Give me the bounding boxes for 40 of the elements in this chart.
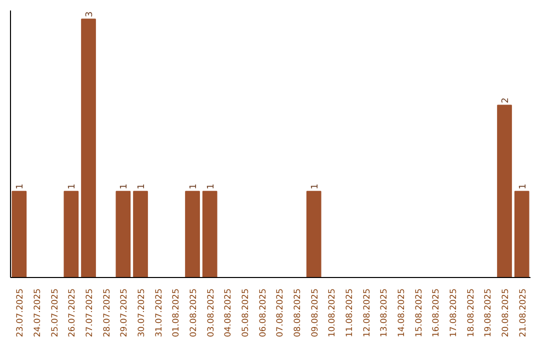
x-tick-label: 25.07.2025 <box>50 288 60 338</box>
x-tick-label: 03.08.2025 <box>206 288 216 338</box>
x-tick-label: 24.07.2025 <box>33 288 43 338</box>
data-label: 1 <box>310 184 320 190</box>
x-tick-label: 19.08.2025 <box>484 288 494 338</box>
x-tick-label: 15.08.2025 <box>414 288 424 338</box>
x-tick-label: 04.08.2025 <box>224 288 234 338</box>
x-tick-label: 02.08.2025 <box>189 288 199 338</box>
x-tick-label: 29.07.2025 <box>120 288 130 338</box>
x-tick-label: 13.08.2025 <box>380 288 390 338</box>
x-tick-label: 27.07.2025 <box>85 288 95 338</box>
x-tick-label: 16.08.2025 <box>432 288 442 338</box>
data-label: 1 <box>206 184 216 190</box>
x-tick-label: 30.07.2025 <box>137 288 147 338</box>
x-tick-label: 23.07.2025 <box>16 288 26 338</box>
x-tick-label: 20.08.2025 <box>501 288 511 338</box>
x-tick-label: 11.08.2025 <box>345 288 355 338</box>
data-label: 1 <box>518 184 528 190</box>
data-label: 1 <box>16 184 26 190</box>
x-tick-label: 28.07.2025 <box>102 288 112 338</box>
x-tick-label: 26.07.2025 <box>68 288 78 338</box>
x-tick-label: 10.08.2025 <box>328 288 338 338</box>
data-label: 1 <box>189 184 199 190</box>
data-label: 3 <box>85 11 95 18</box>
data-label: 1 <box>120 184 130 190</box>
x-tick-label: 06.08.2025 <box>258 288 268 338</box>
x-tick-label: 01.08.2025 <box>172 288 182 338</box>
x-tick-label: 18.08.2025 <box>466 288 476 338</box>
data-label: 2 <box>501 98 511 104</box>
x-tick-label: 12.08.2025 <box>362 288 372 338</box>
data-label: 1 <box>137 184 147 190</box>
x-tick-label: 07.08.2025 <box>276 288 286 338</box>
x-tick-label: 08.08.2025 <box>293 288 303 338</box>
x-tick-label: 05.08.2025 <box>241 288 251 338</box>
x-tick-label: 09.08.2025 <box>310 288 320 338</box>
x-tick-label: 21.08.2025 <box>518 288 528 338</box>
x-tick-label: 14.08.2025 <box>397 288 407 338</box>
x-tick-label: 31.07.2025 <box>154 288 164 338</box>
data-label: 1 <box>68 184 78 190</box>
x-tick-label: 17.08.2025 <box>449 288 459 338</box>
